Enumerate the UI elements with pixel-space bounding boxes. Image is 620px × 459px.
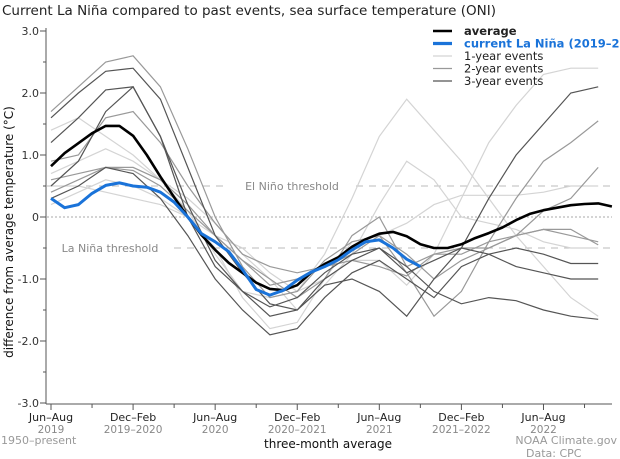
grid-layer: El Niño threshold La Niña threshold xyxy=(46,180,612,255)
y-tick-label: 3.0 xyxy=(22,25,40,38)
legend-label: 3-year events xyxy=(464,74,543,88)
x-tick-year: 2019 xyxy=(38,424,65,436)
1-year-event-line xyxy=(51,185,599,293)
axes: 3.02.01.00-1.0-2.0-3.0Jun–Aug2019Dec–Feb… xyxy=(18,25,612,436)
y-axis-label: difference from average temperature (°C) xyxy=(2,106,16,358)
1-year-event-line xyxy=(50,117,599,311)
x-tick-year: 2021 xyxy=(366,424,393,436)
y-tick-label: -3.0 xyxy=(18,397,39,410)
3-year-event-line xyxy=(50,85,599,318)
y-tick-label: 2.0 xyxy=(22,87,40,100)
y-tick-label: 1.0 xyxy=(22,149,40,162)
x-tick-season: Jun–Aug xyxy=(28,411,73,424)
x-tick-season: Jun–Aug xyxy=(192,411,237,424)
legend-label: 2-year events xyxy=(464,62,543,76)
threshold-label: La Niña threshold xyxy=(62,242,159,255)
legend-label: average xyxy=(464,24,517,38)
2-year-event-line xyxy=(50,55,599,299)
y-tick-label: -2.0 xyxy=(18,335,39,348)
y-tick-label: 0 xyxy=(32,211,39,224)
1-year-event-line xyxy=(50,98,599,317)
x-tick-season: Jun–Aug xyxy=(520,411,565,424)
y-tick-label: -1.0 xyxy=(18,273,39,286)
chart-title: Current La Niña compared to past events,… xyxy=(2,3,496,19)
x-tick-season: Dec–Feb xyxy=(438,411,484,424)
event-lines xyxy=(50,55,599,336)
x-tick-season: Dec–Feb xyxy=(110,411,156,424)
average-line xyxy=(50,124,613,292)
3-year-event-line xyxy=(50,67,599,320)
x-tick-year: 2020–2021 xyxy=(268,424,327,436)
3-year-event-line xyxy=(50,166,599,336)
data-source: Data: CPC xyxy=(526,447,582,459)
x-tick-season: Dec–Feb xyxy=(274,411,320,424)
x-tick-year: 2021–2022 xyxy=(432,424,491,436)
legend-label: 1-year events xyxy=(464,49,543,63)
x-axis-label: three-month average xyxy=(264,437,392,451)
x-tick-season: Jun–Aug xyxy=(356,411,401,424)
threshold-label: El Niño threshold xyxy=(245,180,339,193)
x-tick-year: 2019–2020 xyxy=(104,424,163,436)
credit: NOAA Climate.gov xyxy=(515,434,617,447)
main-lines xyxy=(50,124,613,297)
period-note: 1950–present xyxy=(1,434,77,447)
legend-label: current La Niña (2019–2021) xyxy=(464,37,620,51)
3-year-event-line xyxy=(50,86,599,308)
x-tick-year: 2020 xyxy=(202,424,229,436)
x-tick-year: 2022 xyxy=(530,424,557,436)
current-la-nina-line xyxy=(50,181,422,297)
